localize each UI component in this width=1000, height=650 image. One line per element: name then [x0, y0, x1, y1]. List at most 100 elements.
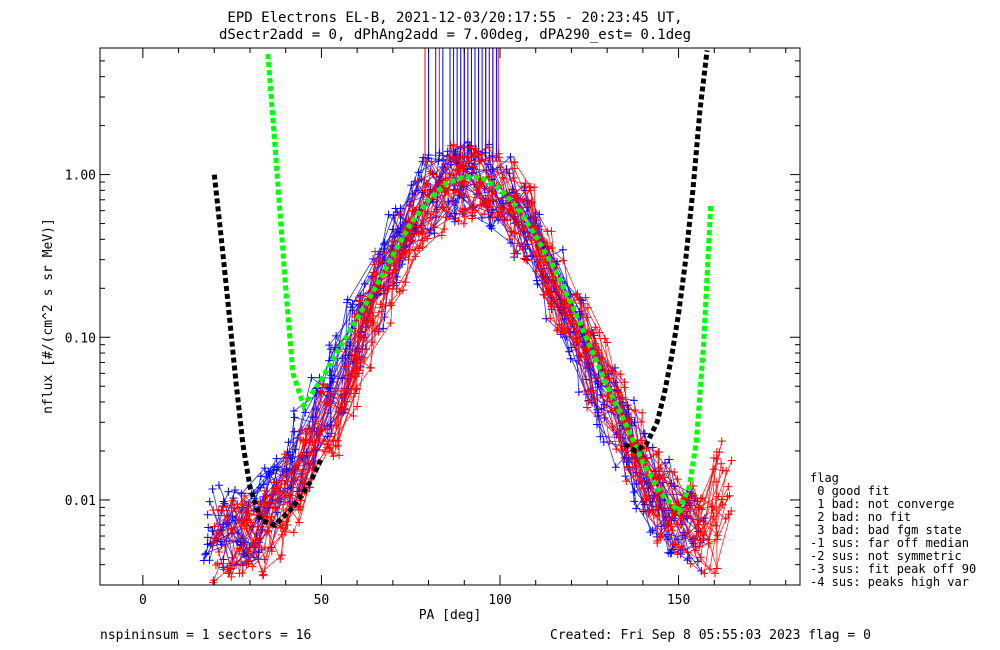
data-point-plus [652, 503, 661, 512]
legend-title: flag [810, 471, 839, 485]
data-point-plus [260, 555, 269, 564]
data-point-plus [713, 531, 722, 540]
data-point-plus [573, 289, 582, 298]
data-point-plus [582, 346, 591, 355]
data-point-plus [567, 343, 576, 352]
x-tick-label: 150 [667, 593, 690, 608]
data-point-plus [244, 506, 253, 515]
data-point-plus [355, 296, 364, 305]
data-point-plus [722, 466, 731, 475]
data-point-plus [226, 561, 235, 570]
data-point-plus [707, 503, 716, 512]
data-point-plus [371, 247, 380, 256]
data-point-plus [526, 186, 535, 195]
data-point-plus [444, 197, 453, 206]
data-point-plus [401, 278, 410, 287]
data-point-plus [410, 206, 419, 215]
data-point-plus [209, 537, 218, 546]
data-point-plus [352, 384, 361, 393]
data-point-plus [510, 249, 519, 258]
data-point-plus [627, 455, 636, 464]
y-axis-label: nflux [#/(cm^2 s sr MeV)] [41, 218, 56, 414]
legend-item: -1 sus: far off median [810, 536, 969, 550]
data-point-plus [272, 508, 281, 517]
data-point-plus [424, 151, 433, 160]
data-point-plus [205, 497, 214, 506]
footer-created: Created: Fri Sep 8 05:55:03 2023 flag = … [550, 628, 871, 643]
data-point-plus [620, 378, 629, 387]
fit-curve-green [265, 53, 714, 516]
data-point-plus [567, 319, 576, 328]
data-point-plus [480, 148, 489, 157]
data-point-plus [642, 496, 651, 505]
data-point-plus [630, 418, 639, 427]
data-point-plus [349, 412, 358, 421]
data-point-plus [284, 438, 293, 447]
footer-nspin: nspininsum = 1 sectors = 16 [100, 628, 311, 643]
data-point-plus [645, 507, 654, 516]
data-point-plus [418, 242, 427, 251]
data-point-plus [307, 373, 316, 382]
data-point-plus [203, 540, 212, 549]
data-point-plus [242, 545, 251, 554]
data-point-plus [281, 493, 290, 502]
data-point-plus [248, 562, 257, 571]
data-point-plus [238, 500, 247, 509]
data-point-plus [637, 417, 646, 426]
data-point-plus [214, 547, 223, 556]
data-point-plus [468, 214, 477, 223]
data-point-plus [711, 521, 720, 530]
series-red [208, 140, 736, 585]
data-point-plus [532, 276, 541, 285]
data-point-plus [545, 244, 554, 253]
data-point-plus [280, 450, 289, 459]
data-point-plus [380, 240, 389, 249]
chart-title: EPD Electrons EL-B, 2021-12-03/20:17:55 … [227, 10, 682, 26]
data-point-plus [238, 516, 247, 525]
legend-item: -3 sus: fit peak off 90 [810, 562, 976, 576]
data-point-plus [494, 153, 503, 162]
data-point-plus [303, 424, 312, 433]
data-point-plus [704, 535, 713, 544]
data-point-plus [493, 165, 502, 174]
data-point-plus [210, 522, 219, 531]
data-point-plus [369, 254, 378, 263]
data-point-plus [421, 186, 430, 195]
data-point-plus [468, 208, 477, 217]
data-point-plus [225, 567, 234, 576]
data-point-plus [574, 388, 583, 397]
data-point-plus [591, 374, 600, 383]
fit-curve-black [623, 50, 710, 454]
data-point-plus [368, 273, 377, 282]
data-point-plus [488, 214, 497, 223]
data-point-plus [326, 345, 335, 354]
data-point-plus [555, 320, 564, 329]
x-axis-label: PA [deg] [419, 608, 482, 623]
data-point-plus [441, 165, 450, 174]
data-point-plus [235, 569, 244, 578]
data-point-plus [553, 326, 562, 335]
data-point-plus [386, 319, 395, 328]
data-point-plus [497, 212, 506, 221]
data-point-plus [714, 492, 723, 501]
data-point-plus [445, 169, 454, 178]
data-point-plus [695, 542, 704, 551]
data-point-plus [296, 503, 305, 512]
data-point-plus [427, 157, 436, 166]
spectrum-line [220, 173, 699, 544]
axes: 0 50 100 150 0.01 0.10 1.00 [65, 47, 800, 608]
data-point-plus [458, 151, 467, 160]
data-point-plus [213, 559, 222, 568]
data-point-plus [272, 454, 281, 463]
data-point-plus [208, 541, 217, 550]
data-point-plus [343, 295, 352, 304]
data-point-plus [570, 342, 579, 351]
data-point-plus [391, 204, 400, 213]
data-point-plus [350, 350, 359, 359]
data-point-plus [521, 179, 530, 188]
data-point-plus [686, 505, 695, 514]
data-point-plus [308, 438, 317, 447]
legend-item: 0 good fit [810, 484, 889, 498]
data-point-plus [520, 254, 529, 263]
data-point-plus [440, 224, 449, 233]
